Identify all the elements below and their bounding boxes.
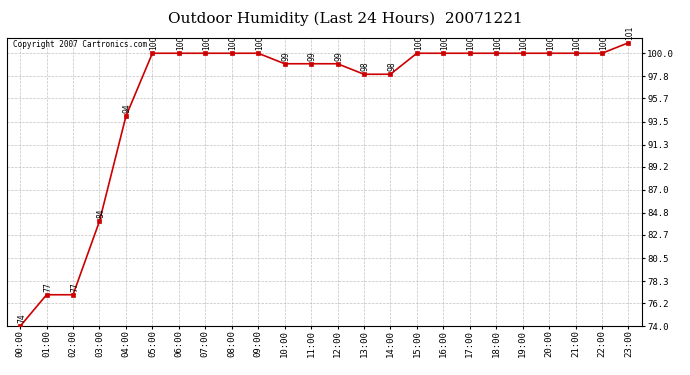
Text: 100: 100 [546, 36, 555, 51]
Text: 100: 100 [573, 36, 582, 51]
Text: 99: 99 [308, 51, 317, 61]
Text: 99: 99 [282, 51, 290, 61]
Text: 100: 100 [255, 36, 264, 51]
Text: 100: 100 [202, 36, 211, 51]
Text: Copyright 2007 Cartronics.com: Copyright 2007 Cartronics.com [13, 40, 148, 50]
Text: 74: 74 [17, 314, 26, 324]
Text: 100: 100 [599, 36, 608, 51]
Text: 77: 77 [70, 282, 79, 292]
Text: 84: 84 [97, 209, 106, 219]
Text: 98: 98 [361, 62, 370, 72]
Text: 94: 94 [123, 104, 132, 114]
Text: 100: 100 [414, 36, 423, 51]
Text: Outdoor Humidity (Last 24 Hours)  20071221: Outdoor Humidity (Last 24 Hours) 2007122… [168, 11, 522, 26]
Text: 100: 100 [440, 36, 449, 51]
Text: 99: 99 [335, 51, 344, 61]
Text: 98: 98 [387, 62, 396, 72]
Text: 100: 100 [176, 36, 185, 51]
Text: 100: 100 [466, 36, 475, 51]
Text: 100: 100 [520, 36, 529, 51]
Text: 100: 100 [493, 36, 502, 51]
Text: 101: 101 [625, 26, 634, 40]
Text: 100: 100 [228, 36, 237, 51]
Text: 77: 77 [43, 282, 52, 292]
Text: 100: 100 [149, 36, 158, 51]
